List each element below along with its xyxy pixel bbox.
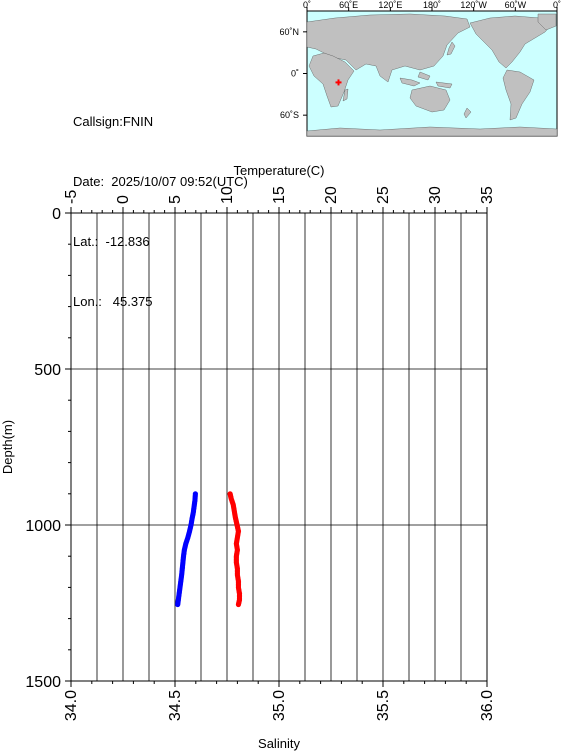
date-text: Date: 2025/10/07 09:52(UTC) [73, 174, 248, 189]
map-lat-ticks: 60˚N 0˚ 60˚S [279, 27, 307, 120]
map-lat-label: 60˚N [279, 27, 299, 37]
top-axis-tick-label: 15 [271, 186, 288, 204]
grid-lines [71, 213, 487, 681]
top-axis-label: Temperature(C) [233, 163, 324, 178]
bottom-axis-tick-label: 36.0 [479, 690, 496, 721]
map-lon-label: 60˚W [505, 0, 527, 10]
map-lon-label: 180˚ [423, 0, 441, 10]
top-axis-tick-label: 5 [167, 195, 184, 204]
bottom-axis-ticks: 34.0 34.5 35.0 35.5 36.0 [63, 681, 496, 721]
map-lat-label: 0˚ [291, 69, 299, 79]
top-axis-tick-label: 25 [375, 186, 392, 204]
top-axis-tick-label: 35 [479, 186, 496, 204]
left-axis-tick-label: 1000 [25, 518, 61, 535]
latitude-text: Lat.: -12.836 [73, 234, 150, 249]
salinity-point [175, 601, 181, 608]
bottom-axis-tick-label: 34.0 [63, 690, 80, 721]
map-lon-label: 0˚ [553, 0, 561, 10]
top-axis-tick-label: -5 [63, 190, 80, 204]
map-marker [335, 79, 342, 86]
bottom-axis-tick-label: 34.5 [167, 690, 184, 721]
bottom-axis-label: Salinity [258, 736, 300, 751]
left-axis-tick-label: 0 [52, 206, 61, 223]
left-axis-label: Depth(m) [0, 420, 15, 474]
top-axis-tick-label: 0 [115, 195, 132, 204]
map-land [306, 13, 558, 137]
map-lon-label: 60˚E [339, 0, 358, 10]
map-lon-ticks: 0˚ 60˚E 120˚E 180˚ 120˚W 60˚W 0˚ [303, 0, 561, 11]
data-series [175, 491, 243, 608]
map-lat-label: 60˚S [280, 110, 299, 120]
bottom-axis-tick-label: 35.0 [271, 690, 288, 721]
left-axis-tick-label: 1500 [25, 674, 61, 691]
top-axis-tick-label: 30 [427, 186, 444, 204]
map-lon-label: 120˚E [378, 0, 402, 10]
callsign-text: Callsign:FNIN [73, 114, 154, 129]
top-axis-ticks: -5 0 5 10 15 20 25 30 35 [63, 186, 496, 213]
map-lon-label: 0˚ [303, 0, 311, 10]
left-axis-ticks: 0 500 1000 1500 [25, 206, 71, 691]
left-axis-tick-label: 500 [34, 362, 61, 379]
bottom-axis-tick-label: 35.5 [375, 690, 392, 721]
temperature-point [235, 601, 242, 608]
top-axis-tick-label: 10 [219, 186, 236, 204]
map-lon-label: 120˚W [460, 0, 487, 10]
top-axis-tick-label: 20 [323, 186, 340, 204]
